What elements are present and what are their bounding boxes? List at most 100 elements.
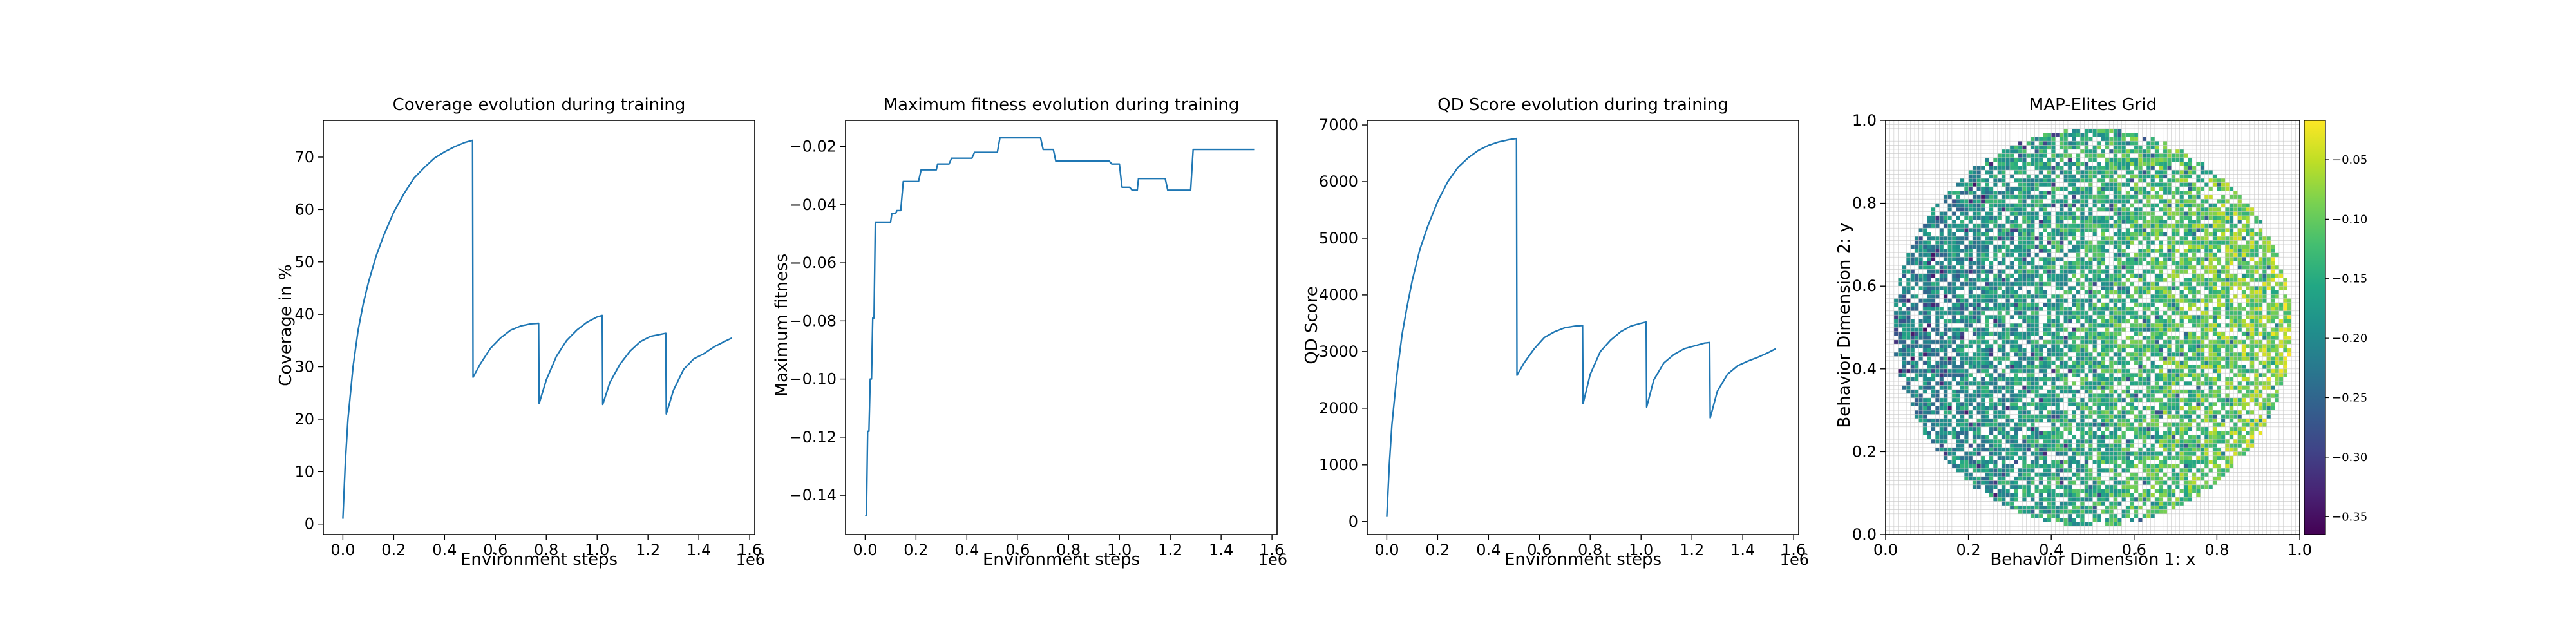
grid-cell [2105, 240, 2110, 245]
grid-cell [1973, 244, 1977, 249]
grid-cell [2096, 298, 2101, 303]
grid-cell [2096, 443, 2101, 448]
grid-cell [2113, 310, 2118, 316]
grid-cell [1898, 323, 1902, 328]
grid-cell [2171, 435, 2176, 440]
grid-cell [2188, 228, 2192, 232]
grid-cell [2113, 244, 2118, 249]
grid-cell [2163, 377, 2168, 382]
grid-cell [2076, 302, 2081, 307]
grid-cell [2159, 368, 2163, 374]
grid-cell [2088, 389, 2093, 394]
grid-cell [2105, 418, 2110, 423]
grid-cell [2192, 344, 2197, 348]
grid-cell [2121, 211, 2126, 216]
grid-cell [2034, 339, 2039, 345]
grid-cell [2101, 489, 2105, 493]
grid-cell [2034, 145, 2039, 150]
grid-cell [2072, 199, 2076, 204]
grid-cell [2117, 319, 2122, 324]
grid-cell [2084, 489, 2089, 493]
grid-cell [2009, 464, 2014, 469]
grid-cell [2179, 365, 2184, 369]
grid-cell [2200, 348, 2205, 353]
grid-cell [2084, 373, 2089, 377]
grid-cell [2225, 236, 2230, 241]
grid-cell [2055, 257, 2060, 261]
grid-cell [2229, 223, 2234, 229]
grid-cell [2154, 397, 2159, 402]
grid-cell [2038, 377, 2043, 382]
grid-cell [2229, 431, 2234, 435]
grid-cell [2183, 240, 2188, 245]
grid-cell [2047, 232, 2052, 237]
grid-cell [2009, 360, 2014, 365]
grid-cell [2034, 435, 2039, 440]
grid-cell [2009, 265, 2014, 270]
grid-cell [1973, 406, 1977, 411]
grid-cell [1993, 290, 1998, 295]
grid-cell [2130, 240, 2134, 245]
grid-cell [1985, 406, 1989, 411]
grid-cell [2105, 294, 2110, 299]
grid-cell [2113, 278, 2118, 282]
grid-cell [1939, 315, 1944, 319]
grid-cell [2088, 339, 2093, 345]
grid-cell [2121, 389, 2126, 394]
grid-cell [2084, 137, 2089, 142]
grid-cell [1939, 368, 1944, 374]
grid-cell [1939, 402, 1944, 406]
grid-cell [2063, 223, 2068, 229]
grid-cell [1960, 344, 1965, 348]
grid-cell [2105, 128, 2110, 133]
grid-cell [2096, 252, 2101, 258]
grid-cell [1960, 327, 1965, 332]
grid-cell [1922, 344, 1927, 348]
grid-cell [2109, 368, 2114, 374]
grid-cell [2088, 447, 2093, 452]
grid-cell [2163, 393, 2168, 398]
grid-cell [2204, 431, 2209, 435]
grid-cell [2208, 348, 2213, 353]
grid-cell [2204, 356, 2209, 361]
grid-cell [1964, 410, 1969, 415]
grid-cell [2022, 422, 2027, 427]
grid-cell [2208, 223, 2213, 229]
grid-cell [1910, 377, 1915, 382]
grid-cell [2204, 327, 2209, 332]
grid-cell [2117, 352, 2122, 357]
grid-cell [1964, 352, 1969, 357]
grid-cell [2084, 451, 2089, 456]
grid-cell [2038, 137, 2043, 142]
grid-cell [2117, 307, 2122, 311]
grid-cell [2121, 509, 2126, 514]
grid-cell [1980, 286, 1985, 290]
grid-cell [2096, 153, 2101, 158]
grid-cell [2117, 257, 2122, 261]
grid-cell [1947, 261, 1952, 266]
grid-cell [2229, 261, 2234, 266]
grid-cell [1989, 269, 1994, 274]
grid-cell [2188, 397, 2192, 402]
grid-cell [2163, 455, 2168, 460]
grid-cell [2080, 199, 2085, 204]
grid-cell [2084, 273, 2089, 278]
grid-cell [2034, 402, 2039, 406]
grid-cell [1939, 426, 1944, 431]
grid-cell [2022, 298, 2027, 303]
grid-cell [2105, 319, 2110, 324]
grid-cell [2163, 223, 2168, 229]
grid-cell [2022, 162, 2027, 166]
grid-cell [2067, 497, 2072, 502]
grid-cell [2192, 464, 2197, 469]
grid-cell [2031, 422, 2035, 427]
grid-cell [2183, 298, 2188, 303]
grid-cell [2192, 406, 2197, 411]
grid-cell [2096, 365, 2101, 369]
grid-cell [2080, 220, 2085, 224]
grid-cell [1910, 365, 1915, 369]
grid-cell [2055, 344, 2060, 348]
grid-cell [1973, 236, 1977, 241]
grid-cell [2105, 194, 2110, 200]
grid-cell [2009, 389, 2014, 394]
